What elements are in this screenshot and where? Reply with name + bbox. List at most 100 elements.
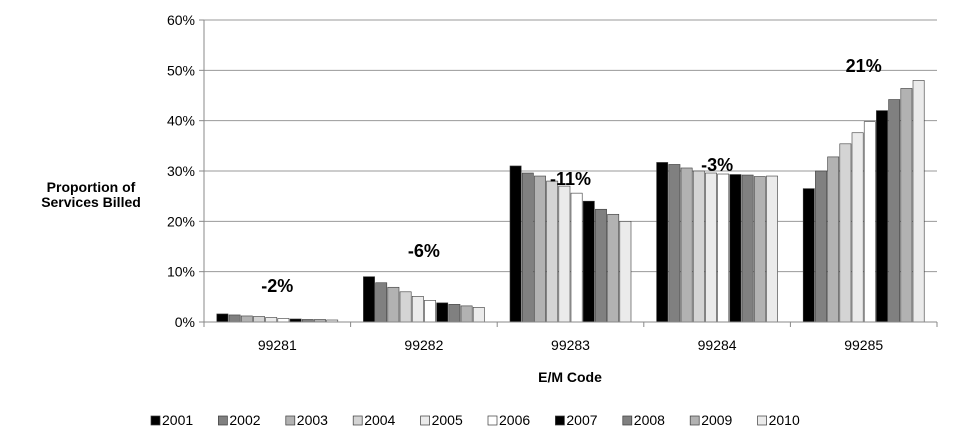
legend-swatch xyxy=(352,415,363,426)
bar-99284-2009 xyxy=(753,176,766,323)
legend-label: 2005 xyxy=(432,412,463,428)
bar-99285-2007 xyxy=(876,110,888,323)
bar-99281-2001 xyxy=(216,313,229,323)
x-tick-label: 99285 xyxy=(844,337,883,353)
bar-99282-2007 xyxy=(436,302,449,323)
legend-label: 2009 xyxy=(701,412,732,428)
x-tick-label: 99281 xyxy=(258,337,297,353)
legend-label: 2002 xyxy=(229,412,260,428)
bar-99284-2006 xyxy=(717,173,730,323)
legend-label: 2004 xyxy=(364,412,395,428)
bar-99285-2004 xyxy=(839,143,852,323)
bar-99285-2008 xyxy=(888,99,901,323)
legend-swatch xyxy=(285,415,296,426)
legend-label: 2003 xyxy=(297,412,328,428)
x-tick-labels: 99281 99282 99283 99284 99285 xyxy=(258,337,884,353)
bar-99284-2004 xyxy=(692,170,705,323)
y-tick-labels: 0% 10% 20% 30% 40% 50% 60% xyxy=(167,12,195,330)
x-axis-label: E/M Code xyxy=(538,369,602,385)
bar-99282-2003 xyxy=(387,286,400,323)
bar-99284-2003 xyxy=(680,167,693,323)
bar-99284-2005 xyxy=(705,172,717,323)
bar-99282-2009 xyxy=(460,305,473,323)
bar-99285-2009 xyxy=(900,88,913,323)
legend-swatch xyxy=(150,415,161,426)
legend-item-2005: 2005 xyxy=(420,412,463,428)
bar-99283-2010 xyxy=(619,221,632,323)
legend-swatch xyxy=(487,415,498,426)
legend-swatch xyxy=(622,415,633,426)
y-tick-label: 30% xyxy=(167,163,195,179)
legend-label: 2006 xyxy=(499,412,530,428)
legend-item-2007: 2007 xyxy=(555,412,598,428)
bar-99284-2008 xyxy=(741,174,754,323)
bar-99284-2010 xyxy=(766,175,778,323)
annotation-99281: -2% xyxy=(261,276,293,296)
legend-item-2003: 2003 xyxy=(285,412,328,428)
legend-item-2010: 2010 xyxy=(757,412,800,428)
bar-99281-2003 xyxy=(240,315,253,323)
x-tick-label: 99282 xyxy=(404,337,443,353)
legend-item-2006: 2006 xyxy=(487,412,530,428)
y-tick-label: 60% xyxy=(167,12,195,28)
bar-99282-2008 xyxy=(448,304,461,323)
legend-swatch xyxy=(218,415,228,426)
bar-99283-2004 xyxy=(546,180,559,323)
legend-item-2009: 2009 xyxy=(689,412,733,428)
y-tick-label: 50% xyxy=(167,62,195,78)
bar-99285-2006 xyxy=(863,121,876,323)
legend-label: 2007 xyxy=(566,412,597,428)
legend-label: 2008 xyxy=(634,412,665,428)
bar-99282-2010 xyxy=(472,307,485,323)
bar-99283-2008 xyxy=(595,208,607,323)
bar-99283-2007 xyxy=(582,200,595,323)
x-tick-label: 99283 xyxy=(551,337,590,353)
bar-99283-2003 xyxy=(534,175,546,323)
legend-swatch xyxy=(420,415,430,426)
bar-99285-2001 xyxy=(802,188,815,323)
gridlines xyxy=(204,19,937,273)
bar-99282-2005 xyxy=(411,296,424,323)
bar-99281-2002 xyxy=(228,314,241,323)
bar-99283-2002 xyxy=(521,172,534,323)
bar-99281-2005 xyxy=(265,317,278,323)
bar-99284-2007 xyxy=(729,174,742,323)
bar-99285-2010 xyxy=(912,80,925,323)
y-axis-label-line-2: Services Billed xyxy=(41,194,141,210)
bar-99281-2004 xyxy=(253,316,265,323)
annotation-99282: -6% xyxy=(408,241,440,261)
bar-99283-2006 xyxy=(570,192,583,323)
bar-99285-2002 xyxy=(815,170,827,323)
legend-item-2001: 2001 xyxy=(150,412,193,428)
y-tick-label: 0% xyxy=(175,314,195,330)
legend-item-2004: 2004 xyxy=(352,412,396,428)
bar-99284-2002 xyxy=(668,164,681,323)
annotation-99283: -11% xyxy=(550,169,591,189)
bar-99282-2006 xyxy=(424,300,436,323)
bar-99282-2004 xyxy=(399,291,412,323)
bars xyxy=(216,80,925,323)
bar-99285-2005 xyxy=(851,132,864,323)
legend-swatch xyxy=(689,415,700,426)
axes xyxy=(199,19,938,327)
legend-label: 2001 xyxy=(162,412,193,428)
legend-label: 2010 xyxy=(769,412,800,428)
bar-99284-2001 xyxy=(656,162,669,323)
bar-99282-2002 xyxy=(375,282,388,323)
x-tick-label: 99284 xyxy=(698,337,737,353)
bar-99283-2009 xyxy=(607,213,620,323)
y-tick-label: 10% xyxy=(167,264,195,280)
y-tick-label: 40% xyxy=(167,113,195,129)
bar-99285-2003 xyxy=(827,156,840,323)
bar-99283-2005 xyxy=(558,185,571,323)
y-tick-label: 20% xyxy=(167,213,195,229)
legend-swatch xyxy=(555,415,565,426)
annotations: -2% -6% -11% -3% 21% xyxy=(261,56,881,296)
legend-item-2002: 2002 xyxy=(218,412,261,428)
annotation-99284: -3% xyxy=(701,155,733,175)
legend-swatch xyxy=(757,415,767,426)
y-axis-label-line-1: Proportion of xyxy=(47,179,136,195)
legend-item-2008: 2008 xyxy=(622,412,665,428)
annotation-99285: 21% xyxy=(846,56,882,76)
